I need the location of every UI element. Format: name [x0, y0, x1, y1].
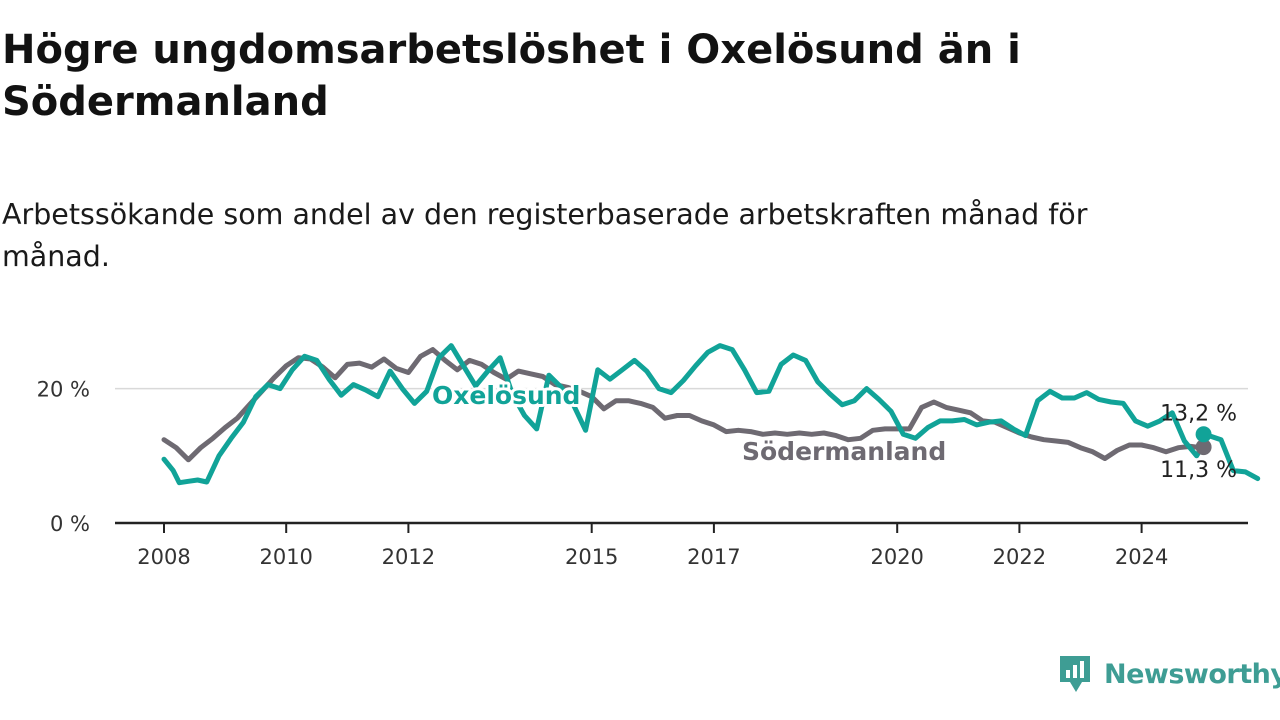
- x-tick-label: 2024: [1115, 545, 1168, 569]
- series-line-södermanland: [161, 347, 1200, 463]
- newsworthy-bar-chart-icon: [1060, 656, 1090, 692]
- x-tick-label: 2008: [137, 545, 190, 569]
- endpoint-dot-oxelosund: [1195, 426, 1212, 443]
- logo-wordmark: Newsworthy: [1104, 658, 1280, 690]
- series-name-label-oxelosund: Oxelösund: [432, 381, 580, 410]
- line-chart: 0 %20 %2008 2010 2012 2015 2017 2020 2022 2024 …: [37, 343, 1261, 569]
- chart-title: Högre ungdomsarbetslöshet i Oxelösund än…: [2, 27, 1021, 125]
- endpoint-dot-sodermanland: [1195, 439, 1212, 456]
- axes: 0 % 20 % 2008 2010 2012 2015 2017 2020 2022 2024: [37, 378, 1248, 569]
- x-tick-label: 2010: [259, 545, 312, 569]
- x-tick-label: 2015: [565, 545, 618, 569]
- y-tick-label: 0 %: [50, 512, 90, 536]
- series-lines: [161, 343, 1261, 486]
- end-label-oxelosund: 13,2 %: [1160, 401, 1237, 426]
- x-tick-label: 2022: [993, 545, 1046, 569]
- chart-subtitle: Arbetssökande som andel av den registerb…: [2, 198, 1088, 273]
- x-tick-label: 2017: [687, 545, 740, 569]
- x-tick-label: 2012: [382, 545, 435, 569]
- series-name-label-sodermanland: Södermanland: [742, 437, 946, 466]
- x-tick-label: 2020: [870, 545, 923, 569]
- end-label-sodermanland: 11,3 %: [1160, 458, 1237, 483]
- series-labels: 13,2 % 11,3 % Oxelösund Södermanland: [429, 378, 1237, 483]
- y-tick-label: 20 %: [37, 378, 90, 402]
- series-line-oxelösund: [161, 343, 1261, 486]
- newsworthy-logo[interactable]: Newsworthy: [1058, 654, 1280, 694]
